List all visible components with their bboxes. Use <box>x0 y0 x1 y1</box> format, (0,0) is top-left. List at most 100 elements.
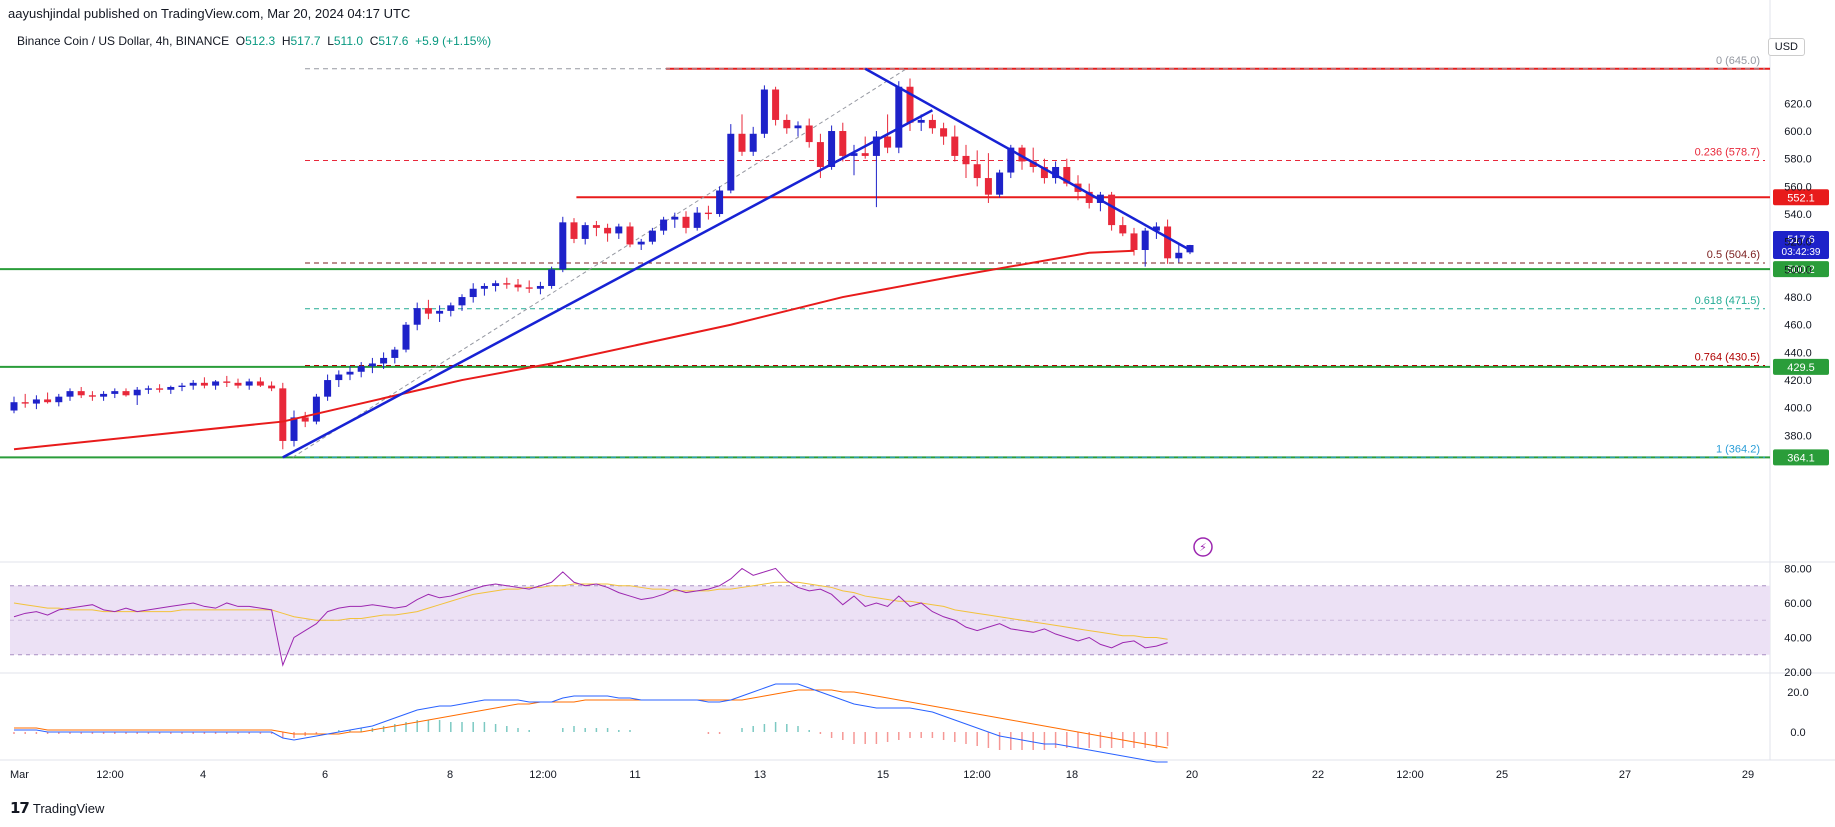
level-price-tag <box>1773 261 1829 278</box>
fib-label: 0.764 (430.5) <box>1695 352 1760 364</box>
candle-body <box>1029 161 1037 167</box>
candle-body <box>525 287 533 289</box>
x-tick-label: 12:00 <box>963 769 991 781</box>
macd-tick-label: 20.0 <box>1787 687 1808 699</box>
candle-body <box>368 363 376 367</box>
candle-body <box>335 374 343 381</box>
candle-body <box>1052 166 1060 179</box>
candle-body <box>839 131 847 156</box>
low-value: 511.0 <box>333 34 364 48</box>
candle-body <box>111 391 119 394</box>
y-tick-label: 620.0 <box>1784 98 1812 110</box>
candle-body <box>133 389 141 396</box>
candle-body <box>592 225 600 228</box>
candle-body <box>245 381 253 386</box>
y-tick-label: 480.0 <box>1784 292 1812 304</box>
candle-body <box>324 380 332 397</box>
x-tick-label: 20 <box>1186 769 1198 781</box>
candle-body <box>548 269 556 286</box>
candle-body <box>458 297 466 306</box>
candle-body <box>1175 252 1183 259</box>
x-tick-label: 12:00 <box>1396 769 1424 781</box>
trendline <box>864 67 1191 252</box>
candle-body <box>850 153 858 156</box>
candle-body <box>346 371 354 375</box>
lightning-glyph: ⚡ <box>1199 541 1207 554</box>
tradingview-logo[interactable]: 𝟭𝟳 TradingView <box>10 799 104 817</box>
x-tick-label: 8 <box>447 769 453 781</box>
candle-body <box>77 391 85 396</box>
publisher-caption: aayushjindal published on TradingView.co… <box>8 6 411 21</box>
candle-body <box>760 89 768 134</box>
candle-body <box>357 366 365 372</box>
horizontal-levels: 552.1 500.2 429.5 364.1 <box>0 67 1829 466</box>
candle-body <box>906 86 914 123</box>
x-tick-label: 15 <box>877 769 889 781</box>
candle-body <box>480 285 488 289</box>
candle-body <box>928 119 936 129</box>
x-tick-label: 12:00 <box>96 769 124 781</box>
candle-body <box>391 349 399 358</box>
lightning-icon <box>1193 537 1213 557</box>
candle-body <box>559 222 567 270</box>
moving-average-line <box>13 249 1135 451</box>
candle-body <box>536 285 544 289</box>
candle-body <box>805 125 813 143</box>
y-tick-label: 560.0 <box>1784 181 1812 193</box>
candle-body <box>772 89 780 120</box>
candle-body <box>44 399 52 403</box>
candle-body <box>212 381 220 386</box>
y-tick-label: 420.0 <box>1784 375 1812 387</box>
axes: 380.0400.0420.0440.0460.0480.0500.0520.0… <box>10 98 1812 781</box>
currency-button[interactable]: USD <box>1767 38 1805 56</box>
fib-label: 0.618 (471.5) <box>1695 295 1760 307</box>
x-tick-label: 11 <box>629 769 640 781</box>
y-tick-label: 500.0 <box>1784 264 1812 276</box>
candle-body <box>447 305 455 311</box>
x-tick-label: 6 <box>322 769 328 781</box>
symbol-title: Binance Coin / US Dollar, 4h, BINANCE <box>17 34 230 48</box>
y-tick-label: 540.0 <box>1784 209 1812 221</box>
candle-body <box>794 125 802 129</box>
candle-body <box>256 381 264 386</box>
candle-body <box>1063 166 1071 184</box>
trendline <box>282 109 933 459</box>
candle-body <box>514 284 522 288</box>
candle-body <box>749 133 757 152</box>
macd-tick-label: 0.0 <box>1790 727 1805 739</box>
x-tick-label: 25 <box>1496 769 1508 781</box>
level-price-label: 500.2 <box>1787 264 1815 276</box>
candle-body <box>290 417 298 441</box>
candle-body <box>21 402 29 404</box>
candle-body <box>1085 191 1093 203</box>
y-tick-label: 460.0 <box>1784 320 1812 332</box>
level-price-tag <box>1773 449 1829 466</box>
candle-body <box>178 385 186 387</box>
last-price-tag <box>1773 231 1829 260</box>
candle-body <box>604 227 612 234</box>
symbol-info: Binance Coin / US Dollar, 4h, BINANCE O5… <box>17 34 492 48</box>
y-tick-label: 580.0 <box>1784 154 1812 166</box>
candle-body <box>189 382 197 386</box>
x-tick-label: 13 <box>754 769 766 781</box>
last-price-label: 517.6 <box>1787 234 1815 246</box>
candle-body <box>1130 233 1138 251</box>
level-price-label: 364.1 <box>1787 452 1815 464</box>
candle-body <box>503 283 511 285</box>
candle-body <box>10 402 18 411</box>
candle-body <box>122 391 130 396</box>
tradingview-icon: 𝟭𝟳 <box>10 800 30 817</box>
candle-body <box>424 308 432 314</box>
candle-body <box>200 382 208 386</box>
x-tick-label: Mar <box>10 769 29 781</box>
y-tick-label: 440.0 <box>1784 347 1812 359</box>
candle-body <box>816 142 824 167</box>
candle-body <box>223 381 231 383</box>
candle-body <box>973 164 981 179</box>
candle-body <box>682 216 690 228</box>
candle-body <box>301 417 309 422</box>
rsi-pane <box>10 567 1770 667</box>
fib-label: 0.5 (504.6) <box>1707 249 1760 261</box>
overlays: 517.603:42:39 ⚡ <box>13 67 1829 557</box>
